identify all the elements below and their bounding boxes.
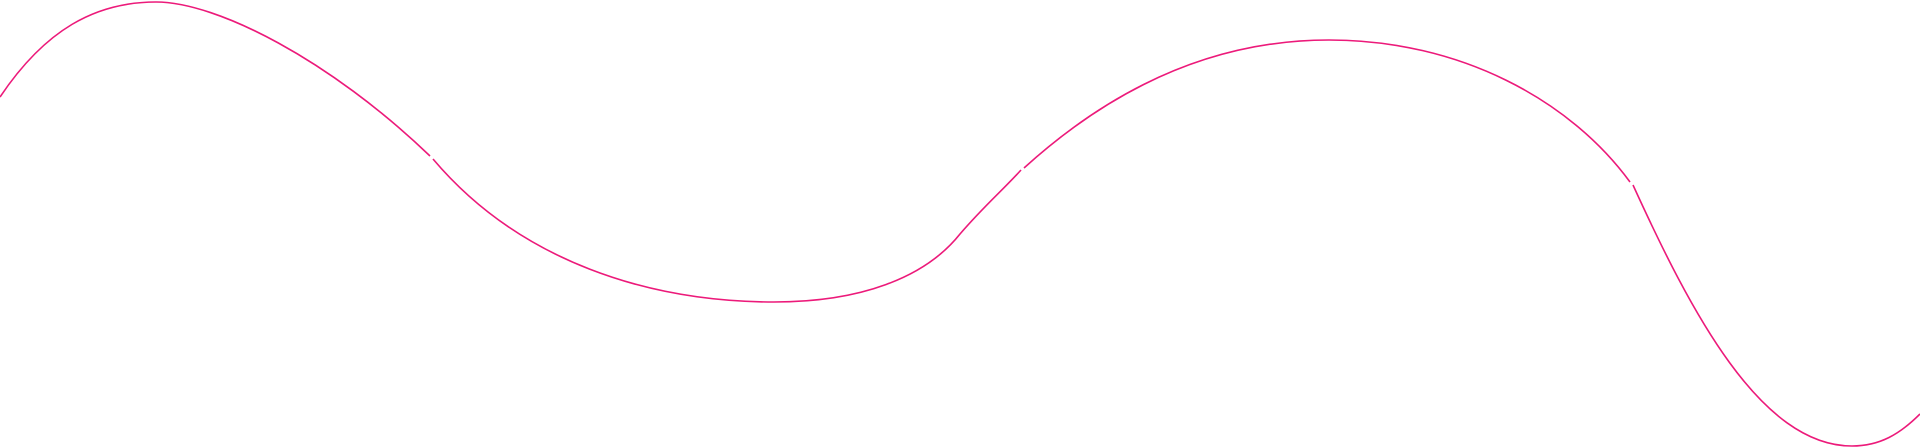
wave-segment-1 [0, 1, 431, 157]
wave-segment-4 [1632, 184, 1920, 447]
wave-segment-2 [432, 158, 1022, 303]
wave-segment-3 [1023, 39, 1631, 183]
